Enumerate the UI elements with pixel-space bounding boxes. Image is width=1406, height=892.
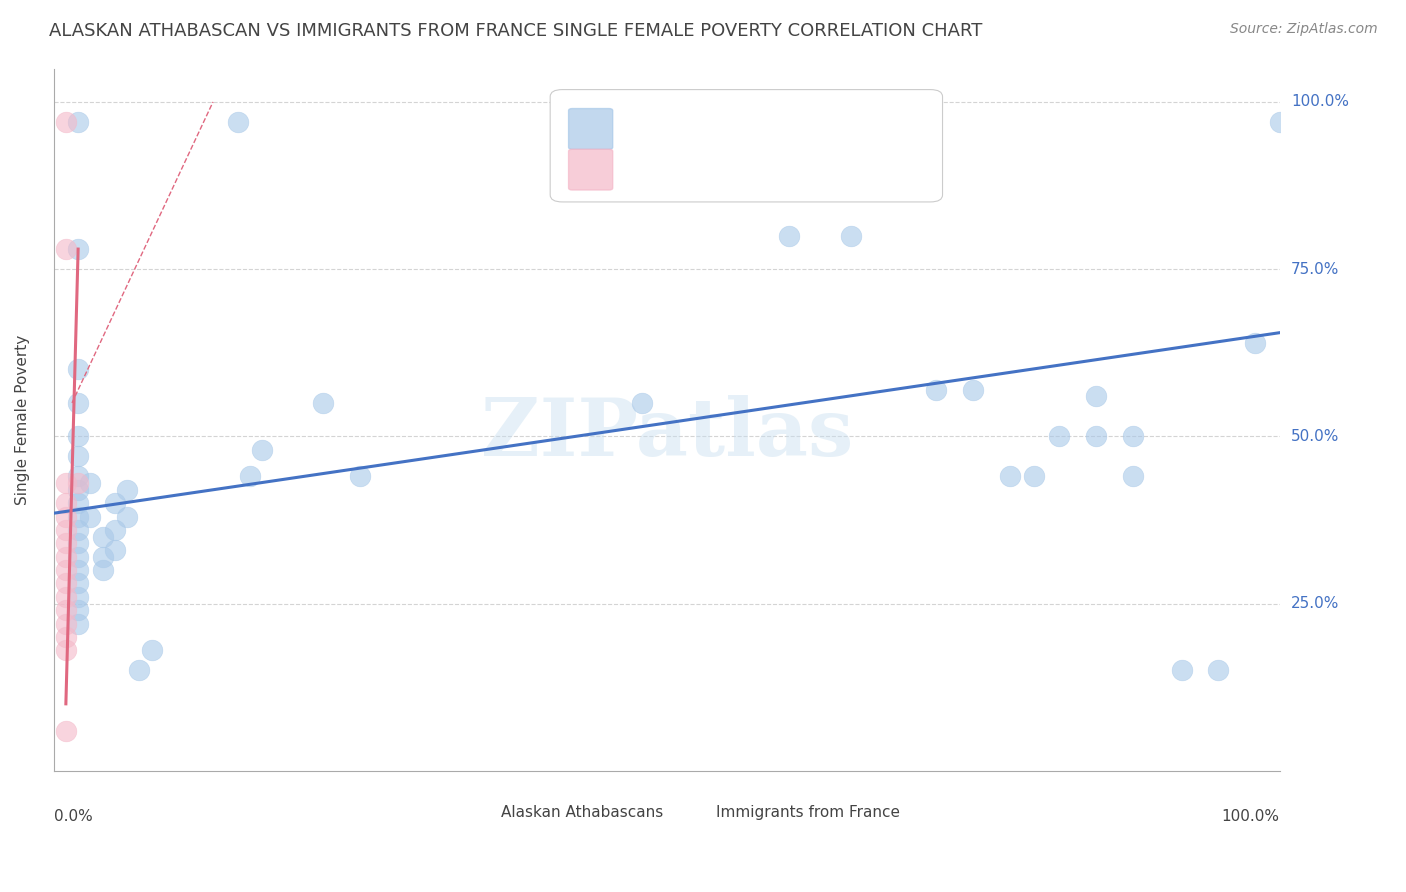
Point [1122,429,1144,443]
Point [67,563,90,577]
Point [67,115,90,129]
Point [1024,469,1046,483]
Point [998,469,1021,483]
Point [67,429,90,443]
Point [67,396,90,410]
FancyBboxPatch shape [568,149,613,190]
Text: Immigrants from France: Immigrants from France [716,805,900,821]
Point [55,509,77,524]
Point [55,115,77,129]
Point [67,450,90,464]
Point [67,549,90,564]
Point [67,469,90,483]
Point [962,383,984,397]
Point [91,563,114,577]
Text: 50.0%: 50.0% [1291,429,1339,444]
Text: R = 0.362   N = 51: R = 0.362 N = 51 [621,120,800,138]
Point [55,496,77,510]
Point [104,496,127,510]
Point [925,383,948,397]
Text: ALASKAN ATHABASCAN VS IMMIGRANTS FROM FRANCE SINGLE FEMALE POVERTY CORRELATION C: ALASKAN ATHABASCAN VS IMMIGRANTS FROM FR… [49,22,983,40]
Point [226,115,249,129]
Point [55,563,77,577]
Point [55,576,77,591]
FancyBboxPatch shape [568,109,613,149]
Text: Alaskan Athabascans: Alaskan Athabascans [501,805,664,821]
Point [79,509,101,524]
Point [91,549,114,564]
Point [67,616,90,631]
Point [79,476,101,491]
Point [55,549,77,564]
Point [55,590,77,604]
Point [67,576,90,591]
Point [141,643,163,657]
Point [67,509,90,524]
Point [55,242,77,256]
Point [1122,469,1144,483]
Point [115,509,138,524]
Point [104,543,127,558]
Point [55,476,77,491]
Point [631,396,654,410]
Point [67,496,90,510]
Point [67,476,90,491]
Point [55,523,77,537]
Point [55,536,77,550]
Text: Source: ZipAtlas.com: Source: ZipAtlas.com [1230,22,1378,37]
Point [839,228,862,243]
Point [312,396,335,410]
Text: 75.0%: 75.0% [1291,261,1339,277]
Y-axis label: Single Female Poverty: Single Female Poverty [15,334,30,505]
Point [67,483,90,497]
Point [55,616,77,631]
Text: R = 0.614   N = 17: R = 0.614 N = 17 [621,161,800,178]
Point [1170,664,1192,678]
Text: ZIPatlas: ZIPatlas [481,394,853,473]
Text: 100.0%: 100.0% [1222,809,1279,824]
Point [1047,429,1070,443]
FancyBboxPatch shape [454,800,496,825]
Point [67,523,90,537]
Text: 25.0%: 25.0% [1291,596,1339,611]
Point [239,469,262,483]
Point [91,530,114,544]
Text: 100.0%: 100.0% [1291,95,1348,110]
Point [55,630,77,644]
Point [349,469,371,483]
Point [1208,664,1230,678]
Point [250,442,273,457]
Point [55,643,77,657]
FancyBboxPatch shape [550,89,942,202]
Point [778,228,800,243]
FancyBboxPatch shape [669,800,711,825]
Text: 0.0%: 0.0% [53,809,93,824]
Point [67,242,90,256]
Point [128,664,150,678]
Point [67,590,90,604]
Point [104,523,127,537]
Point [1244,335,1267,350]
Point [67,536,90,550]
Point [1268,115,1291,129]
Point [67,362,90,376]
Point [55,603,77,617]
Point [1084,389,1107,403]
Point [55,723,77,738]
Point [115,483,138,497]
Point [1084,429,1107,443]
Point [67,603,90,617]
